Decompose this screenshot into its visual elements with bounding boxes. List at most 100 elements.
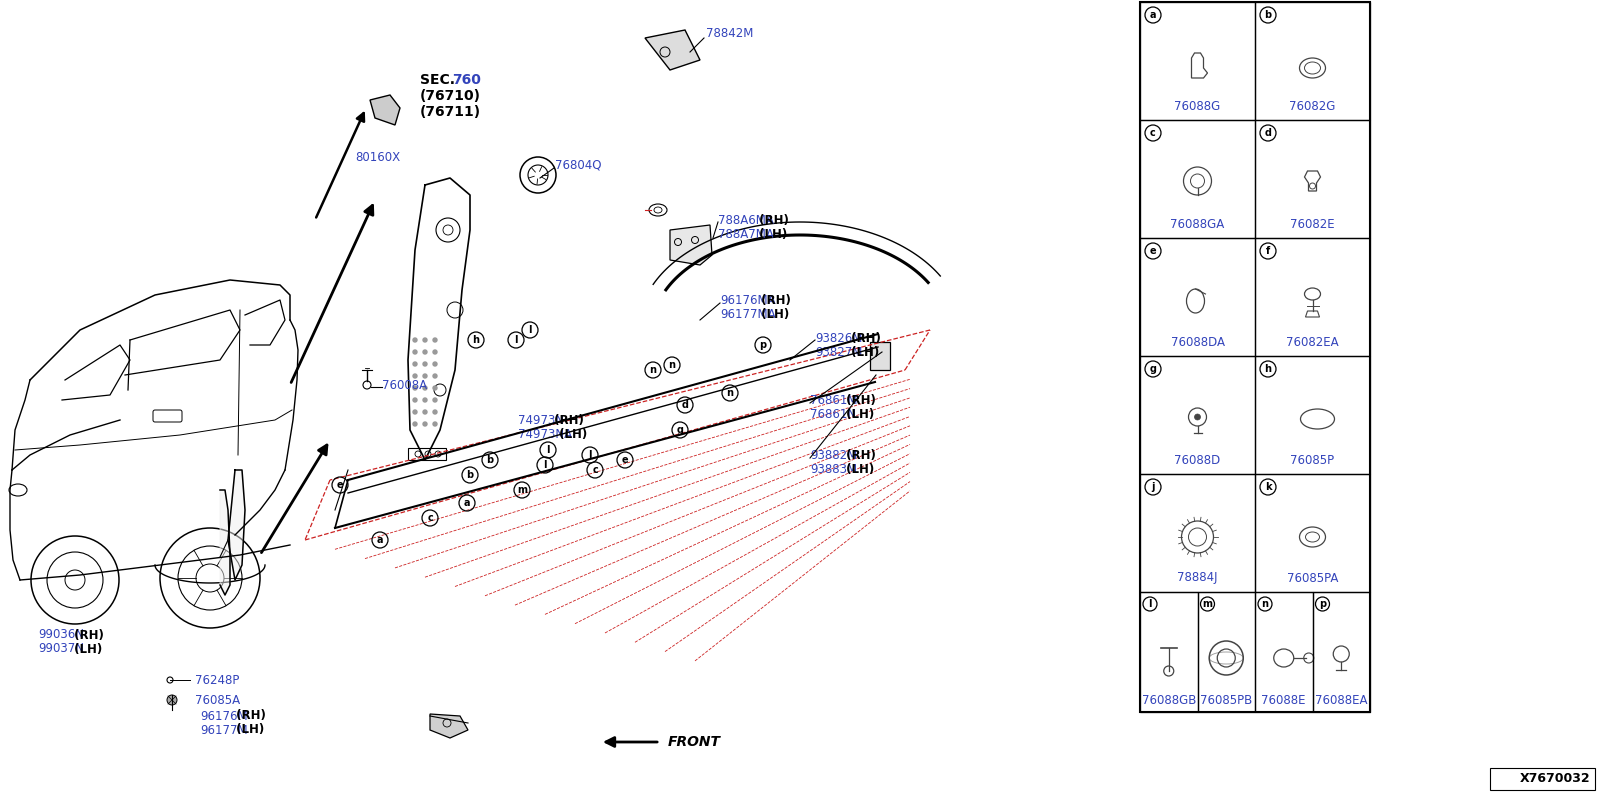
- Text: (LH): (LH): [755, 227, 787, 241]
- Circle shape: [413, 422, 418, 426]
- Text: 76082E: 76082E: [1290, 218, 1334, 231]
- Text: 96177M: 96177M: [200, 723, 248, 736]
- Text: 76082EA: 76082EA: [1286, 335, 1339, 348]
- Text: e: e: [1150, 246, 1157, 256]
- Text: p: p: [1318, 599, 1326, 609]
- Text: 76085P: 76085P: [1291, 453, 1334, 467]
- Circle shape: [434, 350, 437, 354]
- Circle shape: [413, 410, 418, 414]
- Text: l: l: [546, 445, 550, 455]
- Text: 93826M: 93826M: [814, 332, 862, 344]
- Text: 99037N: 99037N: [38, 642, 85, 656]
- Text: n: n: [726, 388, 733, 398]
- Bar: [1139, 474, 1254, 592]
- Bar: [1139, 2, 1370, 712]
- Text: e: e: [622, 455, 629, 465]
- Text: (RH): (RH): [70, 629, 104, 642]
- Text: c: c: [1150, 128, 1155, 138]
- Text: g: g: [677, 425, 683, 435]
- Text: (LH): (LH): [846, 346, 880, 359]
- Text: (RH): (RH): [550, 413, 584, 426]
- Text: FRONT: FRONT: [669, 735, 722, 749]
- Text: m: m: [1203, 599, 1213, 609]
- Text: 76088GB: 76088GB: [1141, 693, 1195, 707]
- Circle shape: [413, 362, 418, 366]
- Text: n: n: [669, 360, 675, 370]
- Text: b: b: [467, 470, 474, 480]
- Text: b: b: [1264, 10, 1272, 20]
- Bar: [1254, 120, 1370, 238]
- Text: 76008A: 76008A: [382, 378, 427, 391]
- Text: 76085PA: 76085PA: [1286, 572, 1338, 584]
- Text: l: l: [528, 325, 531, 335]
- Text: h: h: [472, 335, 480, 345]
- Text: (RH): (RH): [842, 448, 875, 462]
- Circle shape: [422, 338, 427, 342]
- Text: (RH): (RH): [846, 332, 882, 344]
- Bar: [1254, 238, 1370, 356]
- Bar: [1139, 356, 1254, 474]
- Text: a: a: [376, 535, 384, 545]
- Text: n: n: [1261, 599, 1269, 609]
- Text: 76088D: 76088D: [1174, 453, 1221, 467]
- Bar: [1254, 356, 1370, 474]
- Circle shape: [434, 410, 437, 414]
- Polygon shape: [221, 490, 230, 595]
- Text: k: k: [1264, 482, 1272, 492]
- Circle shape: [434, 374, 437, 378]
- Text: l: l: [544, 460, 547, 470]
- Text: 99036N: 99036N: [38, 629, 85, 642]
- Text: 788A6MA: 788A6MA: [718, 214, 774, 227]
- Text: 74973N: 74973N: [518, 413, 565, 426]
- Text: 76082G: 76082G: [1290, 99, 1336, 113]
- Bar: [1490, 768, 1595, 790]
- Text: e: e: [336, 480, 344, 490]
- Text: a: a: [1150, 10, 1157, 20]
- Circle shape: [422, 374, 427, 378]
- Bar: [1139, 592, 1197, 712]
- Polygon shape: [430, 714, 469, 738]
- Circle shape: [434, 386, 437, 390]
- Text: 760: 760: [453, 73, 482, 87]
- Text: f: f: [1266, 246, 1270, 256]
- Circle shape: [422, 350, 427, 354]
- Circle shape: [434, 398, 437, 402]
- Text: h: h: [1264, 364, 1272, 374]
- Text: X7670032: X7670032: [1520, 772, 1590, 785]
- Circle shape: [413, 398, 418, 402]
- Text: (RH): (RH): [755, 214, 789, 227]
- Text: 76248P: 76248P: [195, 673, 240, 687]
- Text: (LH): (LH): [232, 723, 264, 736]
- Text: SEC.: SEC.: [421, 73, 454, 87]
- Text: c: c: [427, 513, 434, 523]
- Text: (RH): (RH): [757, 293, 790, 307]
- Polygon shape: [370, 95, 400, 125]
- Text: 96177MA: 96177MA: [720, 308, 776, 320]
- Bar: [1139, 2, 1254, 120]
- Text: 96176MA: 96176MA: [720, 293, 776, 307]
- Polygon shape: [670, 225, 712, 265]
- Circle shape: [434, 338, 437, 342]
- Text: n: n: [650, 365, 656, 375]
- Bar: [870, 342, 890, 370]
- Circle shape: [422, 362, 427, 366]
- Text: 93883M: 93883M: [810, 463, 858, 475]
- Text: 93882M: 93882M: [810, 448, 858, 462]
- Circle shape: [413, 350, 418, 354]
- Text: m: m: [517, 485, 526, 495]
- Text: (76710): (76710): [421, 89, 482, 103]
- Circle shape: [434, 422, 437, 426]
- Text: (76711): (76711): [421, 105, 482, 119]
- Circle shape: [413, 386, 418, 390]
- Text: 76088G: 76088G: [1174, 99, 1221, 113]
- Text: d: d: [1264, 128, 1272, 138]
- Text: p: p: [760, 340, 766, 350]
- Circle shape: [422, 398, 427, 402]
- Text: l: l: [514, 335, 518, 345]
- Text: 76088DA: 76088DA: [1171, 335, 1224, 348]
- Text: 78842M: 78842M: [706, 26, 754, 40]
- Circle shape: [166, 695, 178, 705]
- Text: (LH): (LH): [70, 642, 102, 656]
- Text: 74973NA: 74973NA: [518, 428, 573, 440]
- Circle shape: [422, 410, 427, 414]
